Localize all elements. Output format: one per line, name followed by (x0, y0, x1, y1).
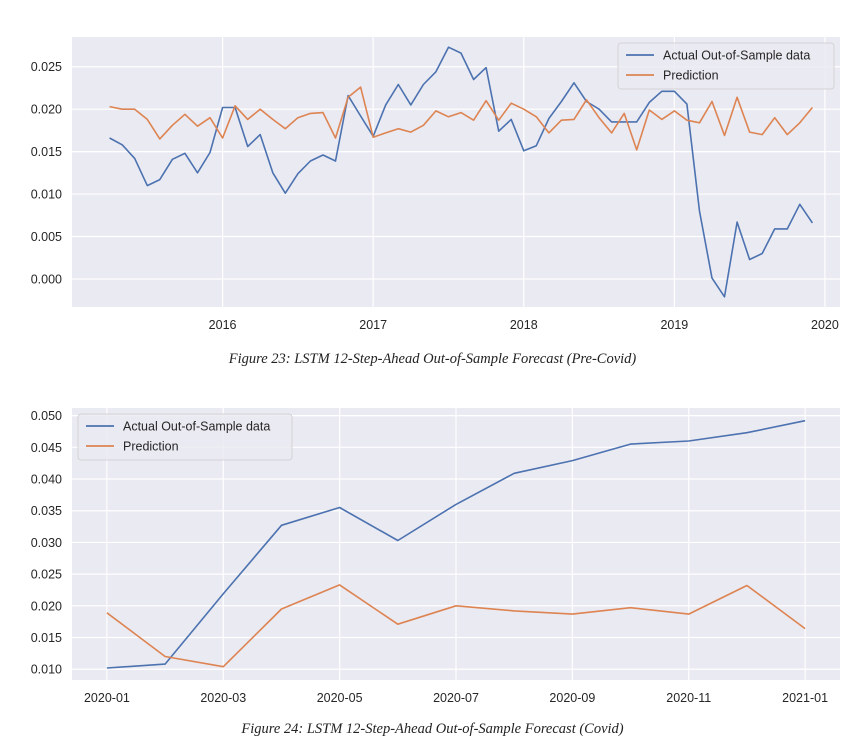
x-tick-label: 2017 (359, 318, 387, 332)
figure-23-caption: Figure 23: LSTM 12-Step-Ahead Out-of-Sam… (228, 351, 637, 367)
legend: Actual Out-of-Sample data Prediction (77, 413, 293, 461)
legend: Actual Out-of-Sample data Prediction (617, 42, 835, 90)
x-tick-label: 2019 (660, 318, 688, 332)
figure-24-caption: Figure 24: LSTM 12-Step-Ahead Out-of-Sam… (241, 721, 624, 737)
x-tick-label: 2021-01 (782, 691, 828, 705)
x-tick-label: 2016 (209, 318, 237, 332)
x-tick-label: 2020-01 (84, 691, 130, 705)
legend-label: Actual Out-of-Sample data (123, 420, 270, 434)
y-tick-label: 0.040 (31, 473, 62, 487)
y-tick-label: 0.050 (31, 409, 62, 423)
x-tick-label: 2020-09 (549, 691, 595, 705)
y-tick-label: 0.020 (31, 599, 62, 613)
series-line-actual (109, 46, 814, 298)
series-line-actual (106, 419, 806, 669)
y-tick-label: 0.020 (31, 103, 62, 117)
y-tick-label: 0.025 (31, 60, 62, 74)
y-tick-label: 0.025 (31, 568, 62, 582)
legend-label: Prediction (663, 69, 719, 83)
legend-frame (77, 413, 293, 461)
y-tick-label: 0.005 (31, 230, 62, 244)
legend-frame (617, 42, 835, 90)
y-tick-label: 0.010 (31, 188, 62, 202)
x-tick-label: 2020-07 (433, 691, 479, 705)
y-tick-label: 0.030 (31, 536, 62, 550)
legend-label: Actual Out-of-Sample data (663, 49, 810, 63)
x-tick-label: 2020-05 (317, 691, 363, 705)
x-tick-label: 2020 (811, 318, 839, 332)
chart-2: 0.010 0.015 0.020 0.025 0.030 0.035 0.040 0.045… (31, 408, 840, 705)
chart-1: 0.000 0.005 0.010 0.015 0.020 0.025 2016 2017 20… (31, 37, 840, 332)
legend-label: Prediction (123, 440, 179, 454)
y-tick-label: 0.015 (31, 145, 62, 159)
y-tick-label: 0.045 (31, 441, 62, 455)
y-tick-label: 0.000 (31, 272, 62, 286)
series-line-prediction (106, 584, 806, 668)
y-tick-label: 0.010 (31, 663, 62, 677)
y-tick-label: 0.015 (31, 631, 62, 645)
x-tick-label: 2020-11 (666, 691, 711, 705)
y-tick-label: 0.035 (31, 504, 62, 518)
x-tick-label: 2020-03 (200, 691, 246, 705)
x-tick-label: 2018 (510, 318, 538, 332)
series-line-prediction (109, 86, 814, 151)
